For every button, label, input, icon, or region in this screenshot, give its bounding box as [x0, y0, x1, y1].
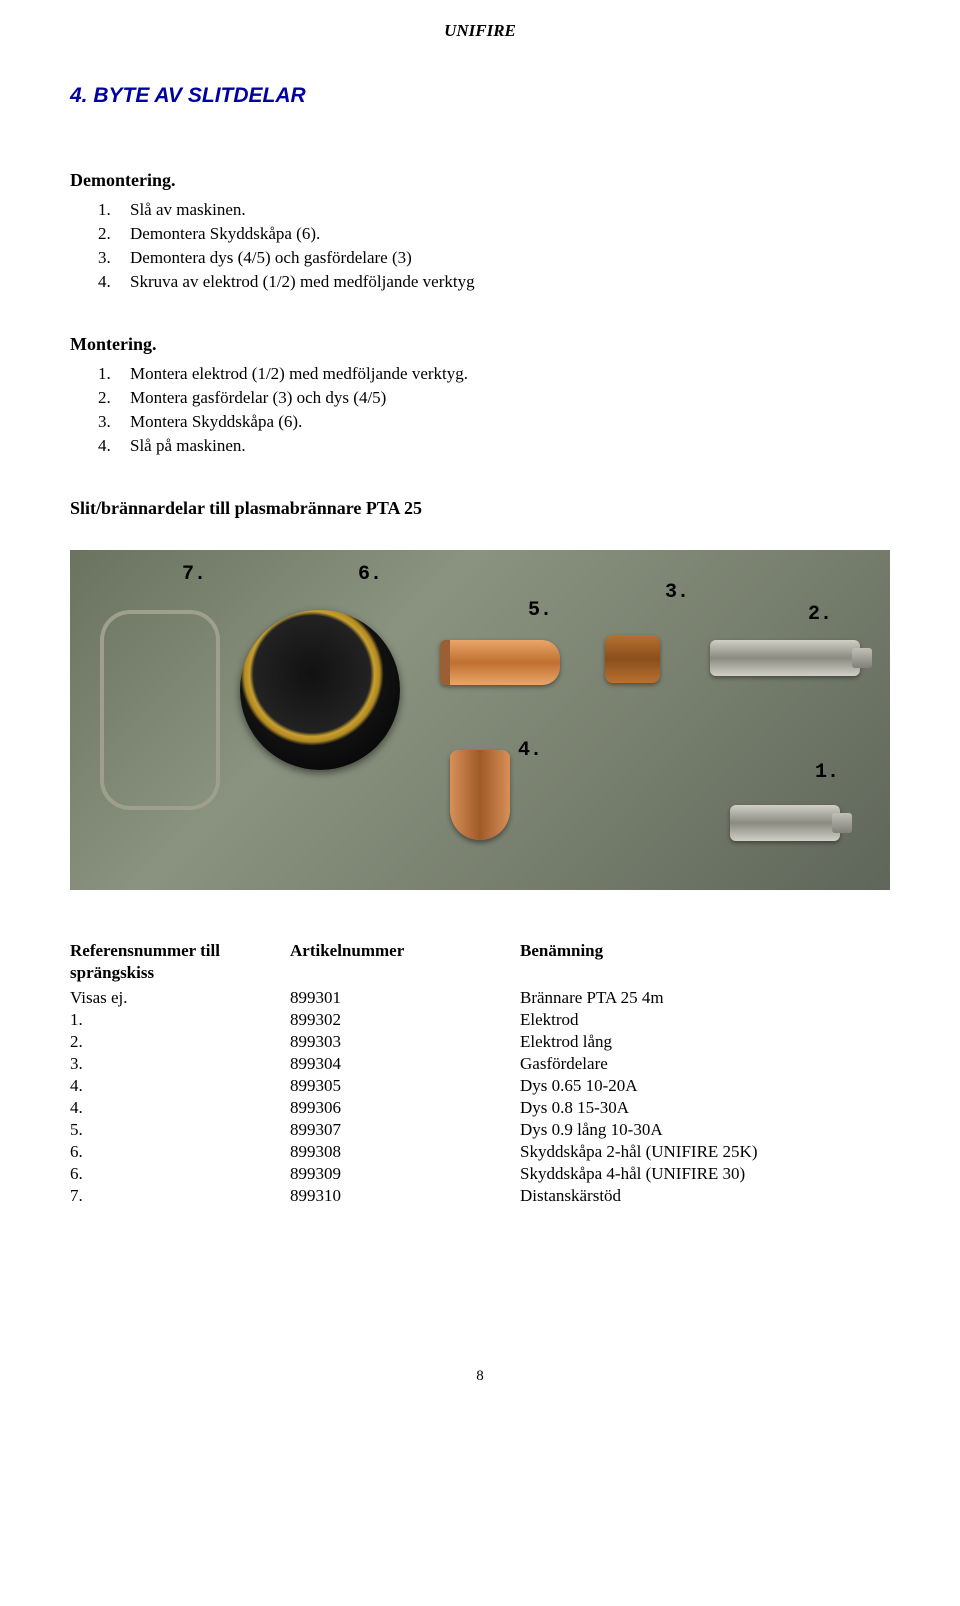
- table-col-ref: Referensnummer till sprängskiss Visas ej…: [70, 940, 260, 1207]
- table-cell-art: 899306: [290, 1097, 490, 1119]
- brand-header: UNIFIRE: [70, 20, 890, 42]
- table-header-name: Benämning: [520, 940, 840, 962]
- list-item: 2.Montera gasfördelar (3) och dys (4/5): [98, 387, 890, 409]
- table-cell-ref: 2.: [70, 1031, 260, 1053]
- table-cell-ref: 4.: [70, 1075, 260, 1097]
- table-cell-ref: 7.: [70, 1185, 260, 1207]
- demount-heading: Demontering.: [70, 169, 890, 192]
- list-item: 3.Demontera dys (4/5) och gasfördelare (…: [98, 247, 890, 269]
- table-cell-name: Dys 0.65 10-20A: [520, 1075, 840, 1097]
- parts-photo: 7. 6. 5. 3. 2. 4. 1.: [70, 550, 890, 890]
- part-shape-5: [440, 640, 560, 685]
- table-cell-ref: Visas ej.: [70, 987, 260, 1009]
- list-item: 2.Demontera Skyddskåpa (6).: [98, 223, 890, 245]
- table-cell-art: 899309: [290, 1163, 490, 1185]
- list-item: 4.Slå på maskinen.: [98, 435, 890, 457]
- table-cell-ref: 6.: [70, 1163, 260, 1185]
- photo-label: 7.: [182, 562, 206, 588]
- part-shape-7: [160, 610, 220, 810]
- table-cell-art: 899307: [290, 1119, 490, 1141]
- table-header-ref: Referensnummer till sprängskiss: [70, 940, 260, 984]
- table-cell-art: 899303: [290, 1031, 490, 1053]
- list-item: 1.Slå av maskinen.: [98, 199, 890, 221]
- photo-label: 6.: [358, 562, 382, 588]
- part-shape-4: [450, 750, 510, 840]
- parts-table: Referensnummer till sprängskiss Visas ej…: [70, 940, 890, 1207]
- table-cell-art: 899310: [290, 1185, 490, 1207]
- photo-label: 1.: [815, 760, 839, 786]
- part-shape-3: [605, 635, 660, 683]
- part-shape-2: [710, 640, 860, 676]
- table-cell-art: 899305: [290, 1075, 490, 1097]
- part-shape-7: [100, 610, 160, 810]
- part-shape-6: [240, 610, 400, 770]
- table-cell-name: Dys 0.9 lång 10-30A: [520, 1119, 840, 1141]
- table-cell-name: Dys 0.8 15-30A: [520, 1097, 840, 1119]
- part-shape-1: [730, 805, 840, 841]
- table-cell-art: 899308: [290, 1141, 490, 1163]
- table-cell-ref: 5.: [70, 1119, 260, 1141]
- list-item: 1.Montera elektrod (1/2) med medföljande…: [98, 363, 890, 385]
- table-cell-name: Elektrod lång: [520, 1031, 840, 1053]
- list-item: 4.Skruva av elektrod (1/2) med medföljan…: [98, 271, 890, 293]
- mount-list: 1.Montera elektrod (1/2) med medföljande…: [98, 363, 890, 457]
- table-cell-ref: 3.: [70, 1053, 260, 1075]
- figure-title: Slit/brännardelar till plasmabrännare PT…: [70, 497, 890, 520]
- table-cell-name: Brännare PTA 25 4m: [520, 987, 840, 1009]
- section-title: 4. BYTE AV SLITDELAR: [70, 82, 890, 109]
- page-number: 8: [70, 1367, 890, 1387]
- list-text: Montera elektrod (1/2) med medföljande v…: [130, 364, 468, 383]
- photo-label: 3.: [665, 580, 689, 606]
- table-cell-name: Elektrod: [520, 1009, 840, 1031]
- list-text: Slå på maskinen.: [130, 436, 246, 455]
- photo-label: 4.: [518, 738, 542, 764]
- list-text: Skruva av elektrod (1/2) med medföljande…: [130, 272, 475, 291]
- mount-heading: Montering.: [70, 333, 890, 356]
- list-text: Slå av maskinen.: [130, 200, 246, 219]
- demount-list: 1.Slå av maskinen. 2.Demontera Skyddskåp…: [98, 199, 890, 293]
- list-text: Montera Skyddskåpa (6).: [130, 412, 302, 431]
- list-text: Montera gasfördelar (3) och dys (4/5): [130, 388, 386, 407]
- list-text: Demontera Skyddskåpa (6).: [130, 224, 320, 243]
- table-header-art: Artikelnummer: [290, 940, 490, 962]
- table-cell-name: Distanskärstöd: [520, 1185, 840, 1207]
- table-cell-art: 899304: [290, 1053, 490, 1075]
- table-col-art: Artikelnummer 89930189930289930389930489…: [290, 940, 490, 1207]
- table-cell-ref: 1.: [70, 1009, 260, 1031]
- table-cell-art: 899301: [290, 987, 490, 1009]
- table-col-name: Benämning Brännare PTA 25 4mElektrodElek…: [520, 940, 840, 1207]
- table-cell-ref: 6.: [70, 1141, 260, 1163]
- table-cell-name: Skyddskåpa 4-hål (UNIFIRE 30): [520, 1163, 840, 1185]
- table-cell-art: 899302: [290, 1009, 490, 1031]
- list-text: Demontera dys (4/5) och gasfördelare (3): [130, 248, 412, 267]
- photo-label: 2.: [808, 602, 832, 628]
- photo-label: 5.: [528, 598, 552, 624]
- table-cell-name: Gasfördelare: [520, 1053, 840, 1075]
- table-cell-ref: 4.: [70, 1097, 260, 1119]
- list-item: 3.Montera Skyddskåpa (6).: [98, 411, 890, 433]
- table-cell-name: Skyddskåpa 2-hål (UNIFIRE 25K): [520, 1141, 840, 1163]
